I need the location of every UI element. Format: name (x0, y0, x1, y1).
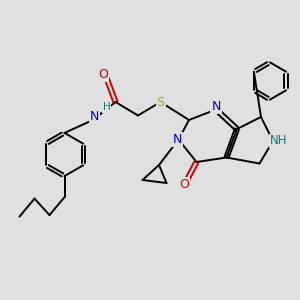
Text: O: O (180, 178, 189, 191)
Text: N: N (211, 100, 221, 113)
Text: O: O (99, 68, 108, 81)
Text: N: N (90, 110, 99, 123)
Text: NH: NH (270, 134, 288, 148)
Text: N: N (172, 133, 182, 146)
Text: H: H (103, 102, 110, 112)
Text: S: S (157, 95, 164, 109)
